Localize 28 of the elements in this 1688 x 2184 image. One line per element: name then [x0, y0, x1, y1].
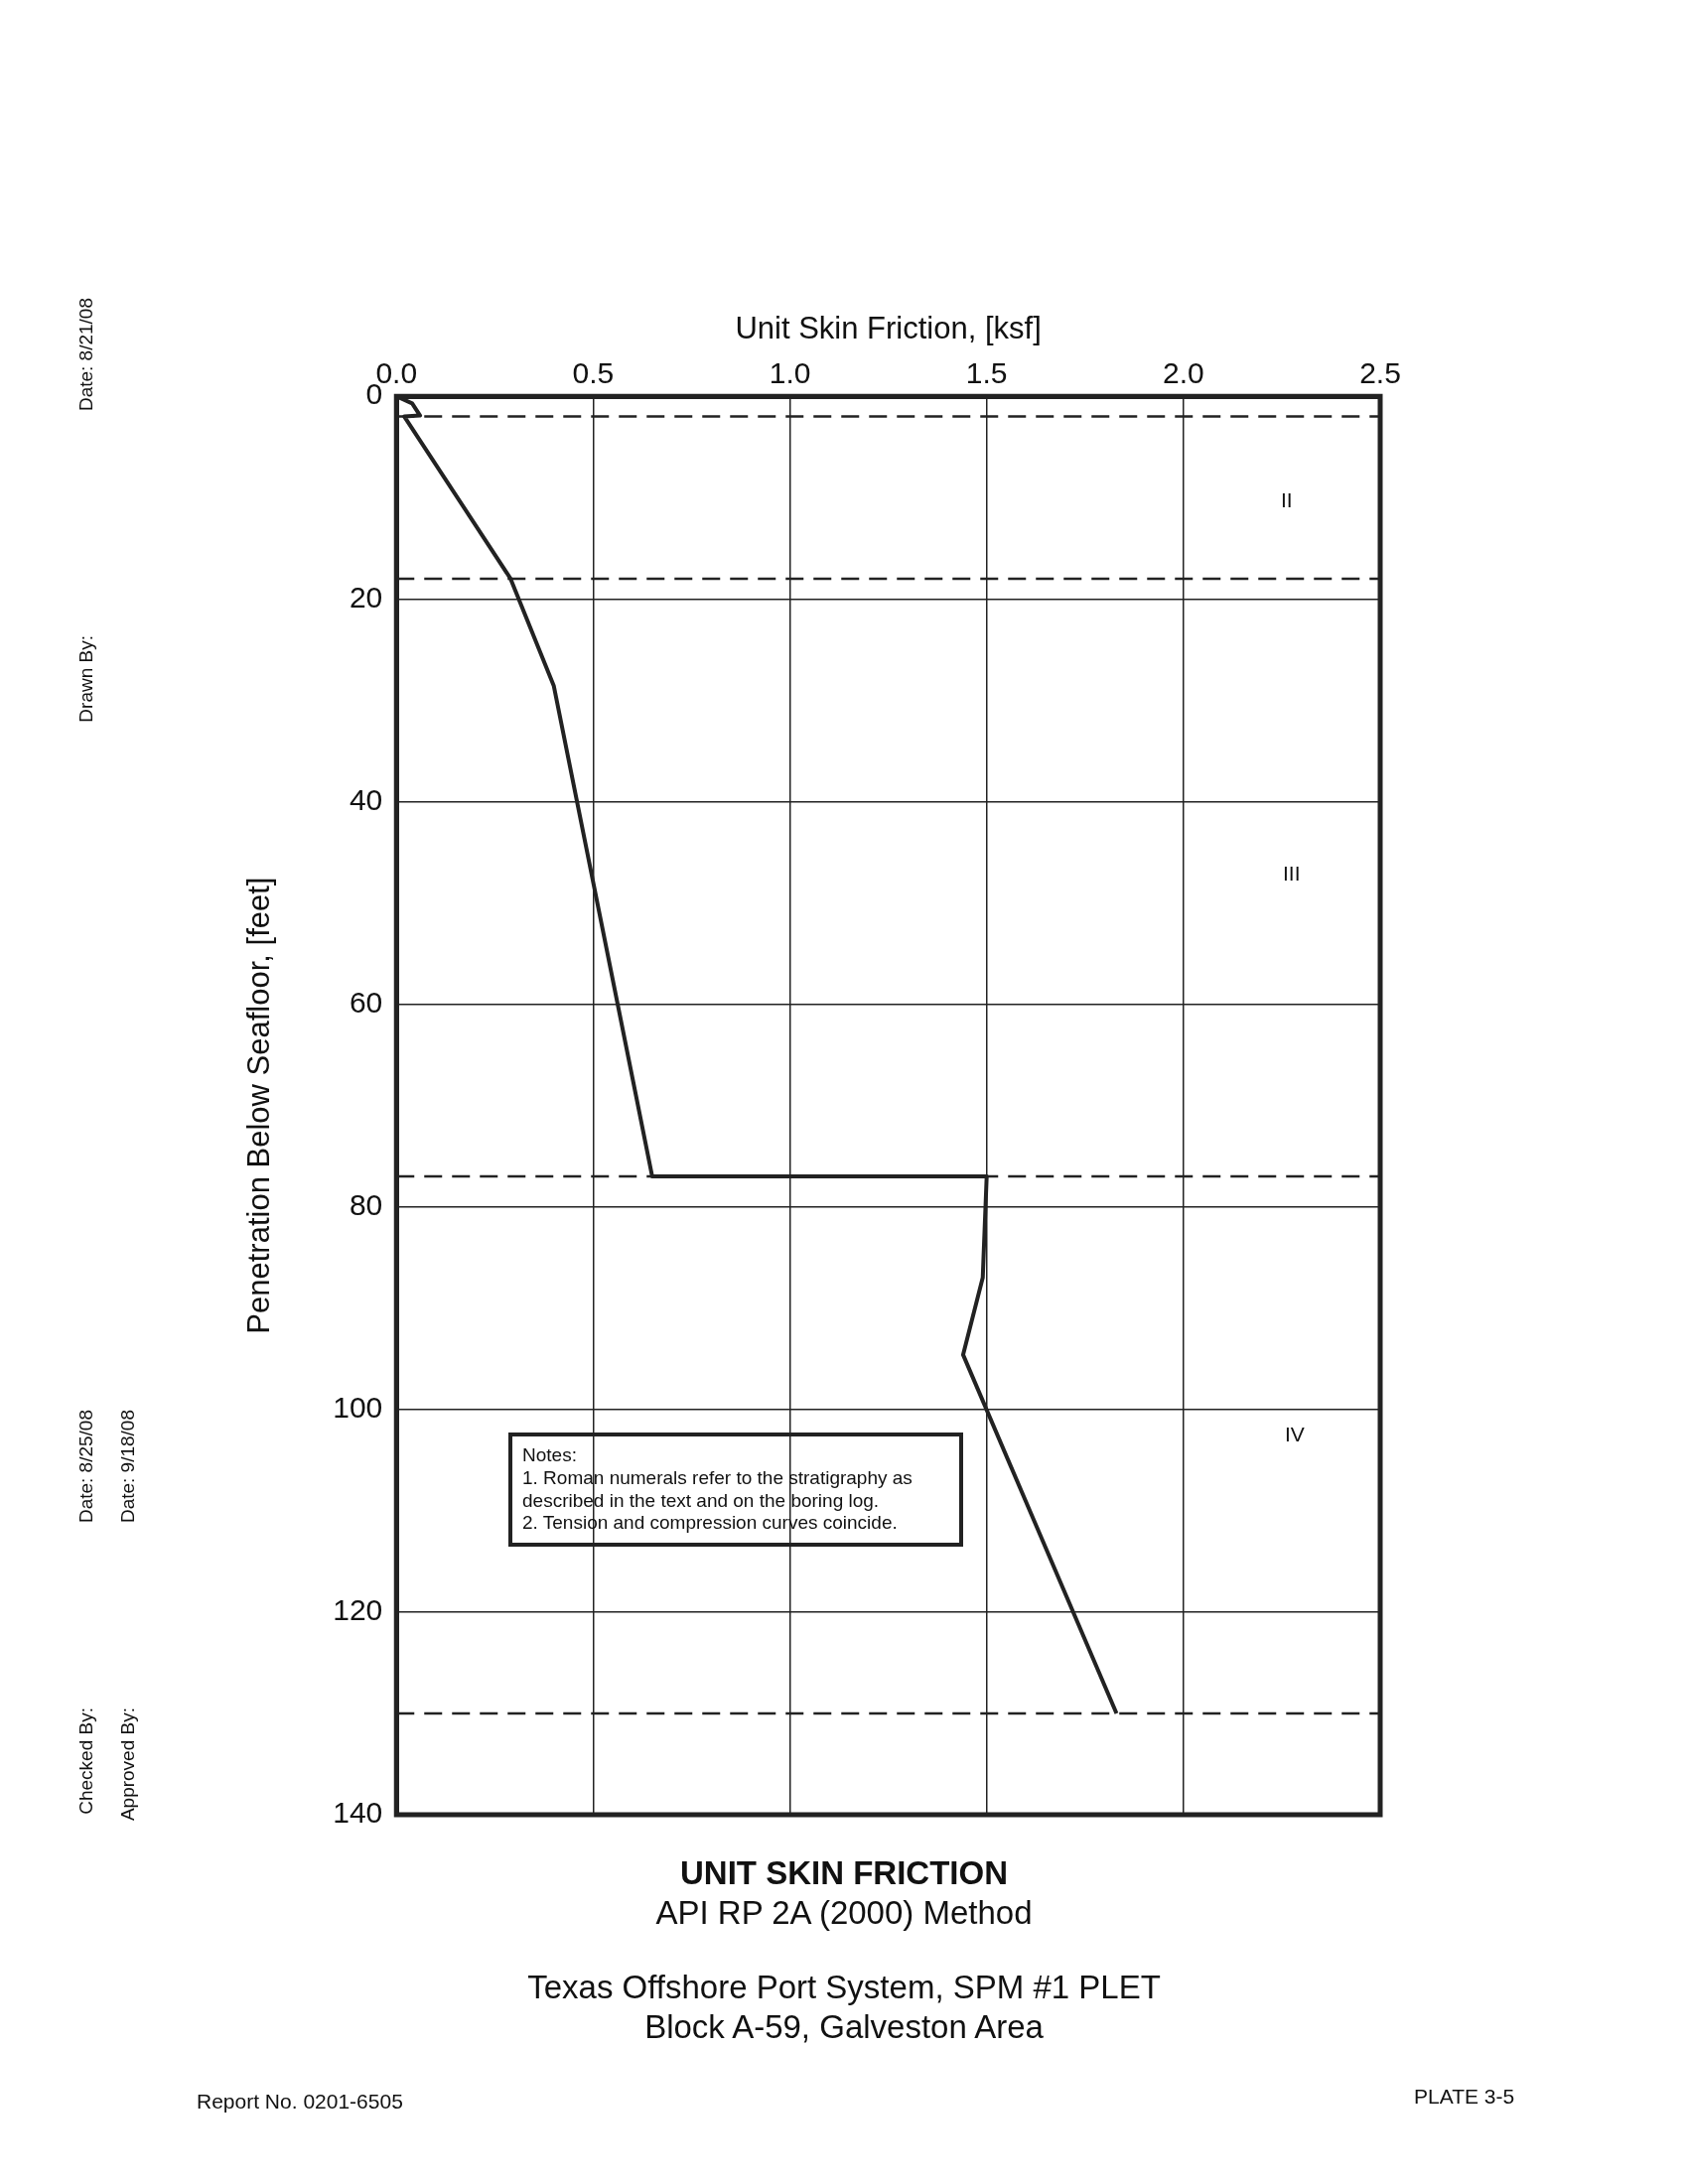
text: Date: 8/21/08: [75, 298, 97, 412]
text: UNIT SKIN FRICTION: [679, 1854, 1009, 1892]
annotation: IV: [1285, 1423, 1305, 1446]
text: PLATE 3-5: [1414, 2085, 1515, 2109]
text: Approved By:: [117, 1707, 139, 1822]
text: Date: 8/25/08: [75, 1410, 97, 1524]
y-tick-label: 40: [349, 782, 383, 816]
text: Report No. 0201-6505: [197, 2090, 403, 2114]
y-axis-title: Penetration Below Seafloor, [feet]: [241, 877, 277, 1334]
x-tick-label: 2.0: [1162, 356, 1204, 390]
y-tick-label: 60: [349, 985, 383, 1019]
text: Drawn By:: [75, 635, 97, 723]
y-tick-label: 20: [349, 580, 383, 614]
x-tick-label: 1.5: [965, 356, 1008, 390]
text: API RP 2A (2000) Method: [654, 1894, 1034, 1932]
x-axis-title: Unit Skin Friction, [ksf]: [735, 311, 1042, 346]
y-tick-label: 100: [333, 1391, 383, 1425]
y-tick-label: 140: [333, 1796, 383, 1830]
y-tick-label: 120: [333, 1593, 383, 1627]
y-tick-label: 80: [349, 1187, 383, 1221]
annotation: III: [1283, 862, 1301, 886]
text: Date: 9/18/08: [117, 1410, 139, 1524]
x-tick-label: 0.5: [572, 356, 615, 390]
text: Texas Offshore Port System, SPM #1 PLET Block A-59, Galveston Area: [526, 1968, 1162, 2047]
x-tick-label: 2.5: [1359, 356, 1401, 390]
x-tick-label: 1.0: [769, 356, 811, 390]
text: Checked By:: [75, 1707, 97, 1815]
annotation: II: [1281, 488, 1293, 512]
